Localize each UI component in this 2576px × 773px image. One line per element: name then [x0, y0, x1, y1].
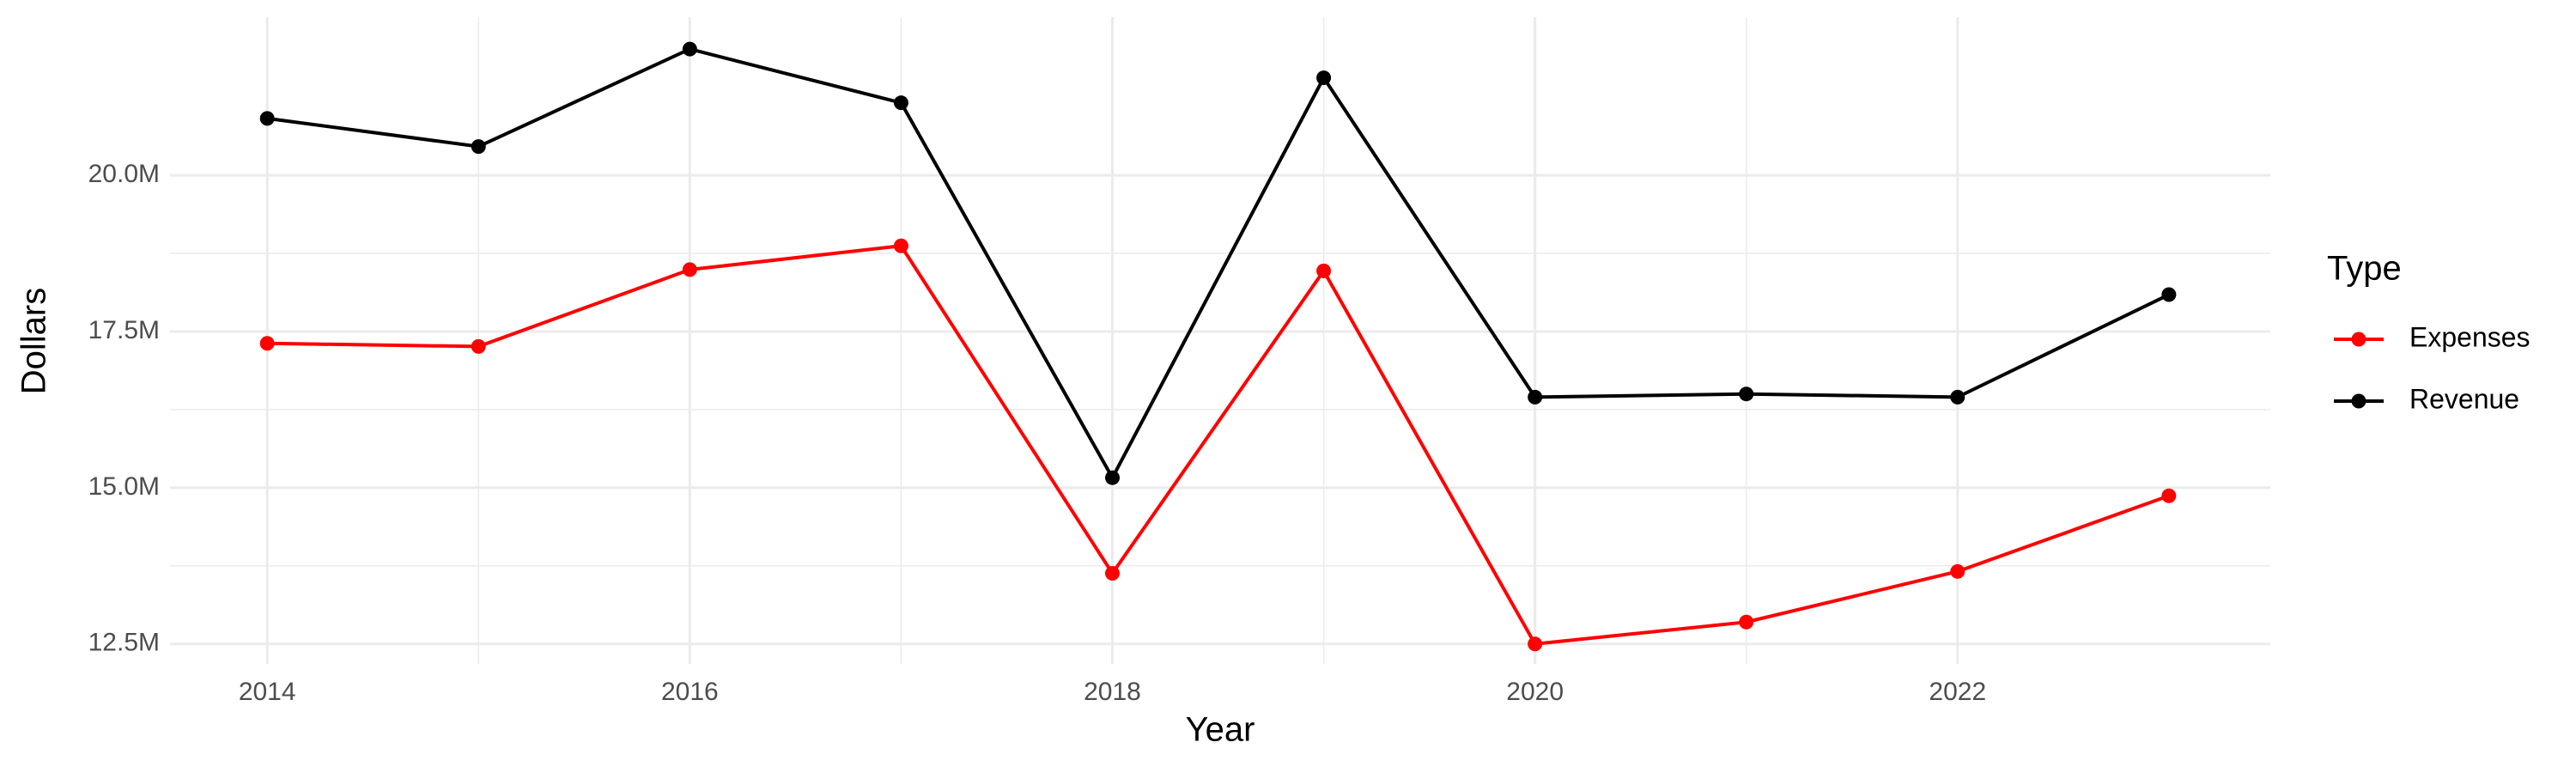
series-line — [267, 244, 2170, 646]
x-tick-label: 2016 — [661, 678, 719, 706]
y-tick-label: 15.0M — [88, 472, 160, 501]
legend-label: Revenue — [2409, 383, 2519, 414]
data-point — [1528, 636, 1543, 652]
y-axis-title: Dollars — [15, 288, 53, 394]
legend-title: Type — [2327, 250, 2402, 288]
data-point — [1105, 566, 1121, 581]
series-line — [266, 46, 2170, 482]
x-tick-label: 2020 — [1506, 678, 1564, 706]
data-point — [1316, 70, 1332, 86]
data-point — [682, 41, 697, 57]
data-point — [2161, 488, 2177, 503]
legend-key-point — [2351, 332, 2366, 347]
x-tick-label: 2018 — [1084, 678, 1141, 706]
y-tick-label: 17.5M — [88, 316, 160, 344]
legend-key-point — [2351, 393, 2366, 409]
data-point — [893, 238, 908, 253]
x-axis-title: Year — [1186, 711, 1255, 749]
data-point — [1316, 263, 1332, 278]
y-tick-label: 12.5M — [88, 629, 160, 657]
data-point — [471, 139, 486, 155]
data-point — [893, 95, 908, 111]
data-point — [471, 338, 486, 354]
y-tick-label: 20.0M — [88, 160, 160, 188]
x-tick-label: 2014 — [239, 678, 296, 706]
data-point — [1950, 389, 1965, 405]
grid — [170, 17, 2270, 664]
data-point — [682, 262, 697, 277]
data-point — [1739, 386, 1754, 402]
data-point — [1739, 614, 1754, 630]
data-point — [259, 336, 275, 351]
data-point — [2161, 287, 2177, 302]
data-point — [1528, 389, 1543, 405]
data-point — [259, 111, 275, 126]
x-tick-label: 2022 — [1929, 678, 1986, 706]
data-point — [1950, 563, 1965, 579]
legend-label: Expenses — [2409, 321, 2530, 352]
data-point — [1105, 470, 1121, 485]
